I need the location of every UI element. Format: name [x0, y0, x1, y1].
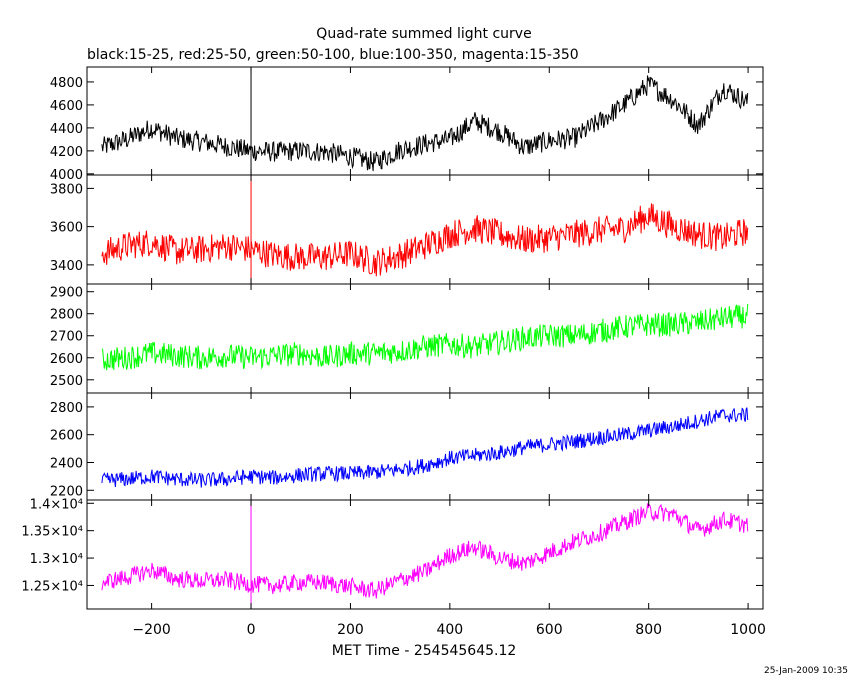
- y-tick-label: 4600: [50, 99, 83, 114]
- series-line-4: [101, 407, 749, 488]
- x-axis-label: MET Time - 254545645.12: [332, 643, 517, 659]
- panel-4: 2200 2400 2600 2800: [50, 392, 764, 501]
- y-tick-label: 2200: [50, 484, 83, 499]
- x-tick-label: 800: [635, 622, 662, 638]
- x-tick-label: 600: [536, 622, 563, 638]
- y-tick-label: 2700: [50, 330, 83, 345]
- timestamp: 25-Jan-2009 10:35: [764, 666, 848, 676]
- y-tick-label: 1.35×10⁴: [21, 525, 83, 540]
- panel-3: 2500 2600 2700 2800 2900: [50, 283, 764, 394]
- chart-title: Quad-rate summed light curve: [316, 26, 531, 42]
- x-tick-label: 400: [436, 622, 463, 638]
- x-tick-label: 200: [337, 622, 364, 638]
- x-axis: −200 0 200 400 600 800 1000: [132, 622, 766, 638]
- y-tick-label: 4200: [50, 145, 83, 160]
- panels: 4000 4200 4400 4600 4800 3400 3600 3800 2500 2600…: [21, 66, 764, 610]
- x-tick-label: 1000: [730, 622, 766, 638]
- panel-frame: [86, 283, 764, 394]
- y-tick-label: 2400: [50, 456, 83, 471]
- panel-frame: [86, 174, 764, 285]
- series-line-2: [101, 203, 749, 277]
- series-line-3: [101, 303, 749, 371]
- y-tick-label: 2800: [50, 308, 83, 323]
- panel-2: 3400 3600 3800: [50, 174, 764, 285]
- y-tick-label: 2600: [50, 352, 83, 367]
- y-tick-label: 3800: [50, 182, 83, 197]
- y-tick-label: 2500: [50, 374, 83, 389]
- series-line-1: [101, 75, 749, 172]
- x-tick-label: −200: [132, 622, 170, 638]
- y-tick-label: 4800: [50, 76, 83, 91]
- y-tick-label: 2800: [50, 401, 83, 416]
- panel-1: 4000 4200 4400 4600 4800: [50, 66, 764, 183]
- y-tick-label: 2600: [50, 429, 83, 444]
- y-tick-label: 4000: [50, 168, 83, 183]
- panel-5: 1.25×10⁴ 1.3×10⁴ 1.35×10⁴ 1.4×10⁴: [21, 497, 764, 610]
- chart-subtitle: black:15-25, red:25-50, green:50-100, bl…: [87, 47, 579, 63]
- y-tick-label: 4400: [50, 122, 83, 137]
- y-tick-label: 1.3×10⁴: [30, 552, 83, 567]
- y-tick-label: 3600: [50, 221, 83, 236]
- y-tick-label: 2900: [50, 286, 83, 301]
- y-tick-label: 3400: [50, 259, 83, 274]
- panel-frame: [86, 499, 764, 610]
- series-line-5: [101, 503, 749, 599]
- x-tick-label: 0: [247, 622, 256, 638]
- panel-frame: [86, 66, 764, 176]
- y-tick-label: 1.25×10⁴: [21, 579, 83, 594]
- y-tick-label: 1.4×10⁴: [30, 497, 83, 512]
